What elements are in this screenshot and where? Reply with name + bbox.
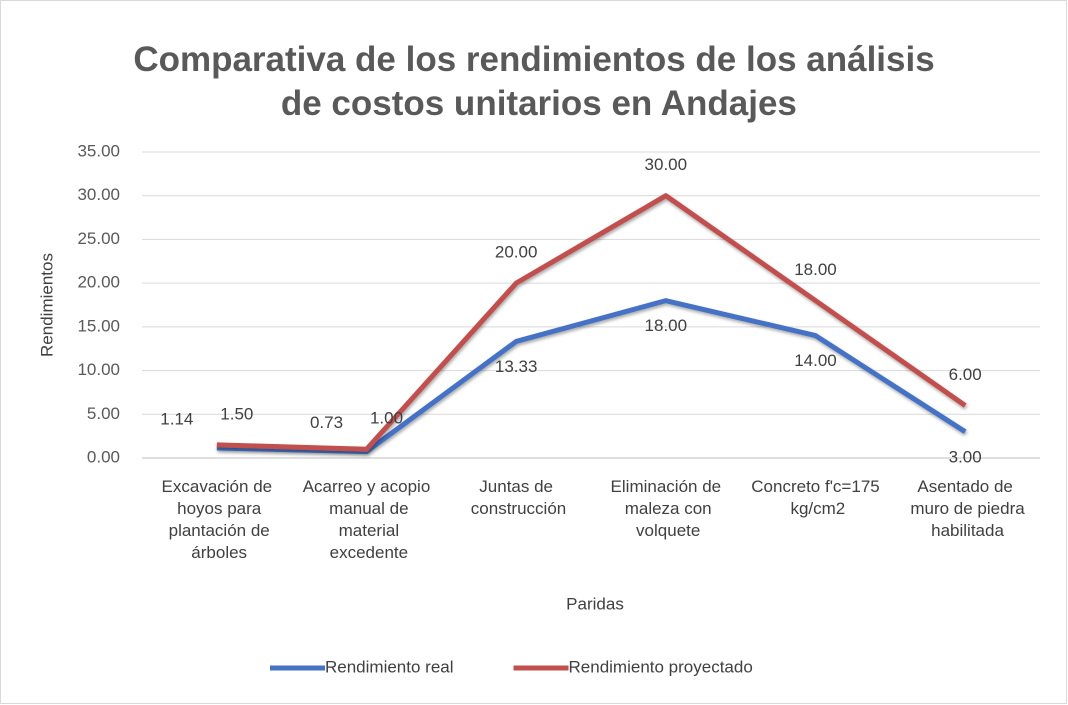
y-axis-title: Rendimientos (37, 253, 56, 357)
data-label: 0.73 (310, 413, 343, 432)
y-tick-label: 0.00 (87, 447, 120, 466)
legend-label: Rendimiento proyectado (569, 657, 753, 676)
y-tick-label: 20.00 (77, 273, 120, 292)
x-tick-label: Excavación de hoyos para plantación de á… (162, 477, 273, 562)
x-tick-label: Acarreo y acopio manual de material exce… (303, 477, 431, 562)
y-tick-label: 5.00 (87, 404, 120, 423)
data-label: 1.14 (160, 410, 193, 429)
data-label: 14.00 (794, 351, 837, 370)
y-tick-label: 15.00 (77, 316, 120, 335)
data-label: 30.00 (645, 155, 688, 174)
y-tick-label: 30.00 (77, 185, 120, 204)
data-label: 1.50 (220, 404, 253, 423)
data-label: 6.00 (949, 365, 982, 384)
data-label: 18.00 (794, 260, 837, 279)
x-tick-label: Asentado de muro de piedra habilitada (906, 477, 1026, 540)
data-label: 3.00 (949, 447, 982, 466)
x-tick-label: Juntas de construcción (466, 477, 566, 518)
x-tick-label: Eliminación de maleza con volquete (611, 477, 722, 540)
chart-title: Comparativa de los rendimientos de los a… (133, 40, 934, 123)
line-series (216, 193, 967, 452)
data-label: 13.33 (495, 357, 538, 376)
y-tick-label: 35.00 (77, 141, 120, 160)
y-tick-label: 10.00 (77, 360, 120, 379)
x-axis-title: Paridas (566, 594, 624, 613)
data-label: 1.00 (370, 409, 403, 428)
y-tick-label: 25.00 (77, 229, 120, 248)
data-label: 18.00 (645, 316, 688, 335)
x-tick-label: Concreto f'c=175 kg/cm2 (751, 477, 879, 518)
data-label: 20.00 (495, 243, 538, 262)
legend-label: Rendimiento real (325, 657, 454, 676)
